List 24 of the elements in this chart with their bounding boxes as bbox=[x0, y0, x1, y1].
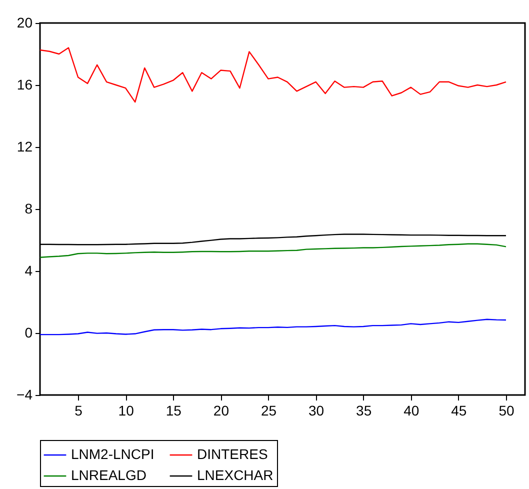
x-tick-label: 45 bbox=[451, 402, 467, 418]
y-tick-label: 0 bbox=[24, 324, 33, 340]
x-tick-label: 50 bbox=[498, 402, 514, 418]
x-tick-label: 20 bbox=[213, 402, 230, 418]
y-tick-label: 12 bbox=[16, 138, 33, 154]
x-tick-label: 15 bbox=[166, 402, 182, 418]
x-tick-label: 35 bbox=[356, 402, 372, 418]
legend-label: DINTERES bbox=[197, 446, 268, 462]
y-tick-label: −4 bbox=[16, 386, 33, 402]
legend-label: LNREALGD bbox=[71, 467, 146, 483]
line-series bbox=[39, 243, 507, 258]
y-tick-label: 16 bbox=[16, 76, 33, 92]
x-tick-label: 10 bbox=[118, 402, 134, 418]
legend-label: LNEXCHAR bbox=[197, 467, 274, 483]
y-tick-label: 4 bbox=[24, 262, 33, 278]
line-series bbox=[39, 318, 507, 336]
x-tick-label: 5 bbox=[74, 402, 83, 418]
y-tick-label: 20 bbox=[16, 14, 33, 30]
x-tick-label: 25 bbox=[260, 402, 277, 418]
legend-label: LNM2-LNCPI bbox=[71, 446, 154, 462]
x-tick-label: 40 bbox=[404, 402, 420, 418]
line-series bbox=[39, 47, 507, 103]
x-tick-label: 30 bbox=[308, 402, 324, 418]
y-tick-label: 8 bbox=[24, 200, 33, 216]
